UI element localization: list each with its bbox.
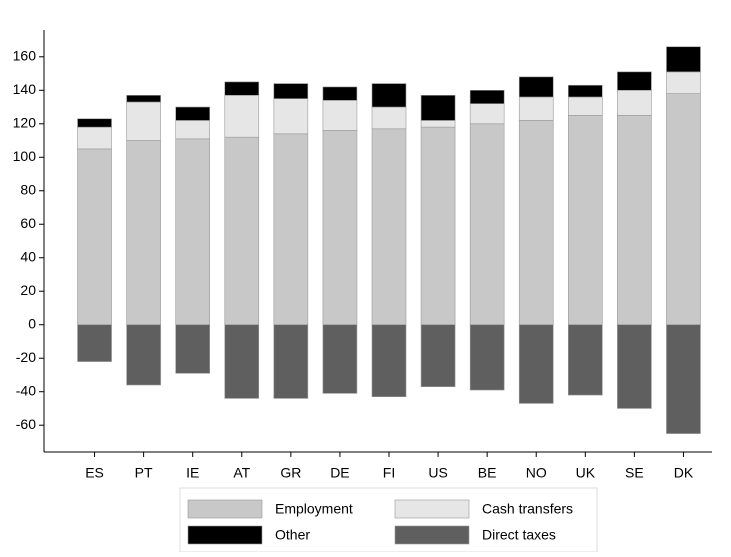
bar-segment (420, 95, 456, 121)
bar-segment (77, 126, 112, 150)
y-tick-label: -20 (16, 349, 36, 365)
y-tick-label: 120 (13, 114, 37, 130)
x-tick-label: FI (383, 465, 395, 481)
bar-segment (420, 126, 456, 326)
legend-label: Cash transfers (482, 501, 573, 517)
bar-segment (518, 96, 554, 121)
legend-swatch (394, 499, 470, 519)
bar-segment (469, 103, 505, 125)
bar-segment (126, 95, 161, 103)
bar-segment (518, 324, 554, 404)
bar-segment (568, 96, 603, 116)
bar-segment (666, 93, 701, 326)
bar-segment (77, 148, 112, 326)
bar-segment (224, 95, 260, 138)
bar-segment (371, 128, 407, 326)
bar-segment (175, 106, 210, 121)
bar-segment (420, 120, 456, 128)
x-tick-label: IE (186, 465, 199, 481)
y-tick-label: 0 (28, 315, 36, 331)
bar-segment (224, 136, 260, 326)
x-tick-label: PT (135, 465, 153, 481)
bar-segment (175, 324, 210, 374)
y-tick-label: -60 (16, 416, 36, 432)
bar-segment (126, 324, 161, 386)
x-tick-label: NO (526, 465, 547, 481)
bar-segment (273, 98, 309, 135)
bar-segment (666, 46, 701, 73)
bar-segment (322, 130, 358, 326)
bar-segment (126, 140, 161, 326)
x-tick-label: ES (85, 465, 104, 481)
legend (179, 487, 598, 553)
bar-segment (175, 138, 210, 326)
bar-segment (77, 324, 112, 362)
x-tick-label: GR (280, 465, 301, 481)
bar-segment (469, 89, 505, 104)
bar-segment (469, 123, 505, 326)
bar-segment (126, 101, 161, 141)
bar-segment (371, 324, 407, 398)
bar-segment (322, 100, 358, 131)
legend-swatch (394, 525, 470, 545)
y-tick-label: 100 (13, 148, 37, 164)
x-tick-label: SE (625, 465, 644, 481)
bar-segment (273, 83, 309, 99)
bar-segment (273, 324, 309, 399)
bar-segment (568, 324, 603, 396)
bar-segment (224, 324, 260, 399)
y-tick-label: 160 (13, 47, 37, 63)
bar-segment (568, 115, 603, 326)
bar-segment (469, 324, 505, 391)
x-tick-label: US (428, 465, 447, 481)
y-tick-label: 140 (13, 81, 37, 97)
x-tick-label: UK (576, 465, 596, 481)
bar-segment (617, 71, 652, 91)
bar-segment (568, 84, 603, 98)
bar-segment (371, 106, 407, 130)
bar-segment (518, 76, 554, 98)
y-tick-label: 40 (20, 248, 36, 264)
legend-swatch (187, 499, 263, 519)
bar-segment (617, 89, 652, 116)
legend-label: Employment (275, 501, 353, 517)
legend-label: Other (275, 527, 310, 543)
y-tick-label: 20 (20, 282, 36, 298)
x-tick-label: DK (674, 465, 694, 481)
bar-segment (371, 83, 407, 108)
bar-segment (666, 71, 701, 94)
bar-segment (322, 324, 358, 394)
bar-segment (224, 81, 260, 96)
bar-segment (666, 324, 701, 434)
x-tick-label: BE (478, 465, 497, 481)
y-tick-label: 60 (20, 215, 36, 231)
legend-swatch (187, 525, 263, 545)
legend-label: Direct taxes (482, 527, 556, 543)
bar-segment (322, 86, 358, 101)
bar-segment (273, 133, 309, 326)
x-tick-label: AT (233, 465, 250, 481)
bar-segment (175, 120, 210, 140)
bar-segment (518, 120, 554, 326)
bar-segment (617, 324, 652, 409)
bar-segment (420, 324, 456, 387)
y-tick-label: -40 (16, 382, 36, 398)
bar-segment (77, 118, 112, 128)
bar-segment (617, 115, 652, 326)
y-tick-label: 80 (20, 181, 36, 197)
x-tick-label: DE (330, 465, 349, 481)
